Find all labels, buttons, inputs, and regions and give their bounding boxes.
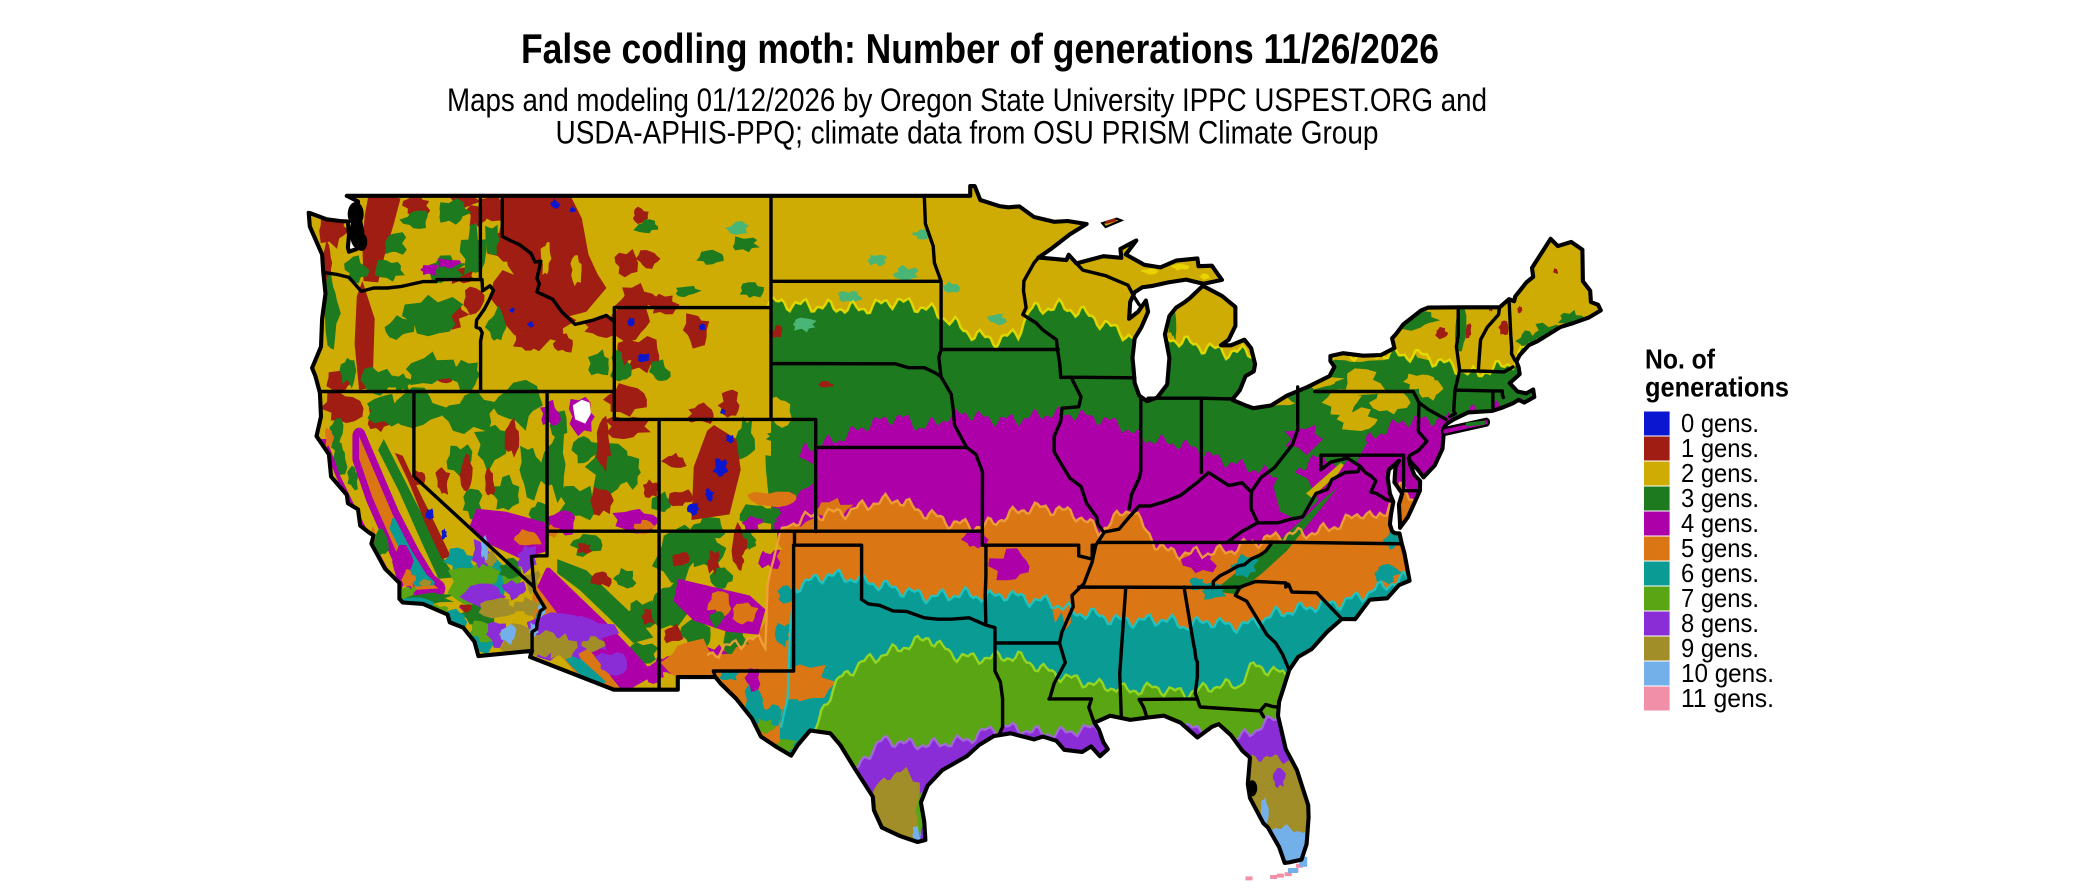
svg-text:2 gens.: 2 gens. <box>1681 458 1759 488</box>
svg-text:generations: generations <box>1645 372 1789 403</box>
svg-text:1 gens.: 1 gens. <box>1681 433 1759 463</box>
svg-text:3 gens.: 3 gens. <box>1681 483 1759 513</box>
svg-text:6 gens.: 6 gens. <box>1681 558 1759 588</box>
svg-text:0 gens.: 0 gens. <box>1681 408 1759 438</box>
svg-text:4 gens.: 4 gens. <box>1681 508 1759 538</box>
svg-text:Maps and modeling 01/12/2026 b: Maps and modeling 01/12/2026 by Oregon S… <box>447 82 1487 118</box>
svg-text:10 gens.: 10 gens. <box>1681 658 1774 688</box>
svg-text:False codling moth: Number of: False codling moth: Number of generation… <box>521 25 1439 72</box>
svg-text:USDA-APHIS-PPQ; climate data f: USDA-APHIS-PPQ; climate data from OSU PR… <box>556 115 1379 151</box>
svg-text:7 gens.: 7 gens. <box>1681 583 1759 613</box>
svg-text:No. of: No. of <box>1645 344 1716 375</box>
svg-text:5 gens.: 5 gens. <box>1681 533 1759 563</box>
svg-text:9 gens.: 9 gens. <box>1681 633 1759 663</box>
svg-text:8 gens.: 8 gens. <box>1681 608 1759 638</box>
svg-text:11 gens.: 11 gens. <box>1681 683 1774 713</box>
